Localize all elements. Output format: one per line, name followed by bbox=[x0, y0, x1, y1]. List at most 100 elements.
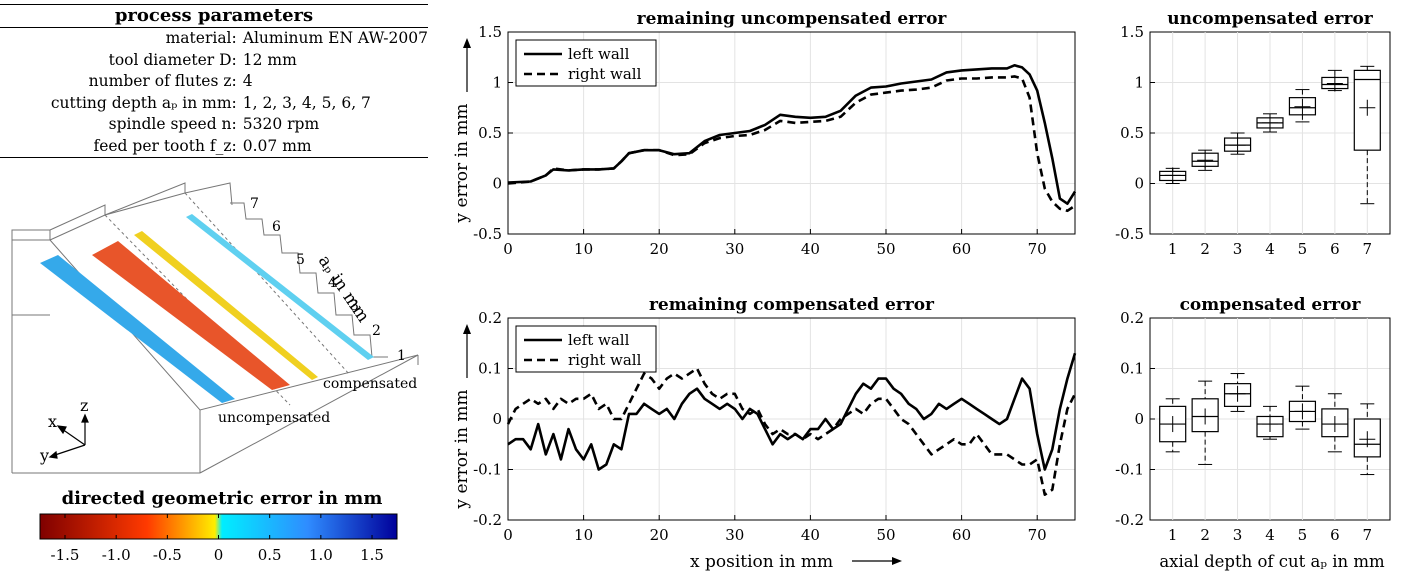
y-tick-label: -0.5 bbox=[1115, 225, 1144, 243]
x-tick-label: 7 bbox=[1363, 526, 1373, 544]
param-row: tool diameter D: 12 mm bbox=[0, 50, 428, 72]
step-label: 3 bbox=[350, 298, 359, 314]
y-tick-label: 0.1 bbox=[1120, 360, 1144, 378]
chart-title: uncompensated error bbox=[1167, 9, 1374, 29]
legend-label: right wall bbox=[568, 351, 642, 369]
x-tick-label: 30 bbox=[725, 526, 744, 544]
x-tick-label: 3 bbox=[1233, 240, 1243, 258]
y-tick-label: 0.2 bbox=[1120, 309, 1144, 327]
x-tick-label: 3 bbox=[1233, 526, 1243, 544]
y-tick-label: 0 bbox=[492, 175, 502, 193]
x-tick-label: 7 bbox=[1363, 240, 1373, 258]
y-tick-label: 1.5 bbox=[1120, 23, 1144, 41]
series-line-left-wall bbox=[507, 352, 1077, 471]
x-tick-label: 20 bbox=[650, 526, 669, 544]
legend-label: left wall bbox=[568, 45, 630, 63]
x-tick-label: 30 bbox=[725, 240, 744, 258]
step-label: 4 bbox=[328, 275, 337, 291]
x-tick-label: 70 bbox=[1028, 526, 1047, 544]
x-axis-label: axial depth of cut aₚ in mm bbox=[1159, 552, 1385, 571]
y-axis-label: y error in mm bbox=[452, 389, 472, 509]
x-axis-arrowhead bbox=[892, 557, 902, 565]
x-tick-label: 70 bbox=[1028, 240, 1047, 258]
x-tick-label: 0 bbox=[503, 526, 513, 544]
param-row: cutting depth aₚ in mm: 1, 2, 3, 4, 5, 6,… bbox=[0, 93, 428, 115]
y-tick-label: -0.5 bbox=[473, 225, 502, 243]
param-value: 12 mm bbox=[242, 50, 297, 69]
x-tick-label: 6 bbox=[1330, 240, 1340, 258]
box-2 bbox=[1191, 149, 1219, 171]
legend-box bbox=[515, 325, 657, 373]
x-axis-label: x position in mm bbox=[690, 552, 833, 572]
series-line-right-wall bbox=[507, 75, 1076, 213]
plot-frame bbox=[507, 31, 1076, 235]
axis-label-x: x bbox=[48, 412, 57, 431]
colorbar-tick-label: 1.5 bbox=[360, 546, 384, 564]
param-value: Aluminum EN AW-2007 bbox=[242, 29, 428, 47]
colorbar-title: directed geometric error in mm bbox=[62, 488, 383, 509]
x-tick-label: 5 bbox=[1298, 526, 1308, 544]
param-key: spindle speed n: bbox=[108, 115, 237, 133]
uncompensated-strip-depth-3 bbox=[92, 241, 290, 390]
x-tick-label: 50 bbox=[876, 240, 895, 258]
process-parameters-table: process parameters material: Aluminum EN … bbox=[0, 4, 428, 158]
y-tick-label: 0.1 bbox=[478, 360, 502, 378]
chart-remaining-compensated-error: -0.2 -0.1 0 0.1 0.2 0 10 20 30 40 50 60 70 remaining … bbox=[452, 295, 1077, 572]
y-tick-label: 0.5 bbox=[478, 124, 502, 142]
param-key: cutting depth aₚ in mm: bbox=[50, 93, 237, 112]
param-key: tool diameter D: bbox=[108, 50, 237, 69]
box-7 bbox=[1353, 403, 1381, 476]
box-4 bbox=[1256, 113, 1284, 133]
colorbar-tick-label: -1.0 bbox=[102, 546, 131, 564]
x-tick-label: 2 bbox=[1200, 240, 1210, 258]
params-grid: material: Aluminum EN AW-2007 tool diamete… bbox=[0, 28, 428, 158]
compensated-strip-depth-7 bbox=[186, 214, 374, 360]
colorbar-gradient bbox=[39, 513, 398, 540]
step-label: 1 bbox=[397, 348, 406, 364]
workpiece-outline bbox=[11, 182, 419, 474]
colorbar-tick-label: 0 bbox=[214, 546, 224, 564]
y-tick-label: 1 bbox=[492, 74, 502, 92]
axis-label-y: y bbox=[39, 446, 49, 465]
y-tick-label: -0.2 bbox=[473, 511, 502, 529]
param-row: spindle speed n: 5320 rpm bbox=[0, 114, 428, 136]
x-tick-label: 1 bbox=[1168, 526, 1178, 544]
y-tick-label: 0.2 bbox=[478, 309, 502, 327]
label-uncompensated: uncompensated bbox=[218, 410, 330, 426]
y-tick-label: 1.5 bbox=[478, 23, 502, 41]
chart-title: compensated error bbox=[1180, 295, 1362, 315]
box-6 bbox=[1321, 393, 1349, 453]
param-value: 0.07 mm bbox=[242, 136, 312, 155]
x-tick-label: 50 bbox=[876, 526, 895, 544]
colorbar-tick-label: 1.0 bbox=[309, 546, 333, 564]
y-tick-label: 0 bbox=[1134, 410, 1144, 428]
box-3 bbox=[1223, 373, 1252, 412]
param-row: feed per tooth f_z: 0.07 mm bbox=[0, 136, 428, 158]
box-5 bbox=[1288, 385, 1317, 430]
box-4 bbox=[1256, 405, 1284, 440]
uncompensated-strip-depth-1 bbox=[40, 255, 235, 403]
label-compensated: compensated bbox=[323, 376, 417, 392]
step-label: 7 bbox=[250, 196, 259, 212]
param-key: number of flutes z: bbox=[88, 72, 237, 90]
box-7 bbox=[1353, 65, 1381, 205]
step-label: 2 bbox=[372, 323, 381, 339]
colorbar-tick-label: -1.5 bbox=[51, 546, 80, 564]
param-value: 1, 2, 3, 4, 5, 6, 7 bbox=[242, 93, 371, 112]
box-5 bbox=[1288, 89, 1317, 123]
x-tick-label: 60 bbox=[952, 526, 971, 544]
y-tick-label: -0.1 bbox=[473, 461, 502, 479]
axis-label-z: z bbox=[80, 396, 88, 415]
x-tick-label: 4 bbox=[1265, 526, 1275, 544]
legend-box bbox=[515, 39, 657, 87]
param-key: feed per tooth f_z: bbox=[93, 136, 237, 155]
x-tick-label: 0 bbox=[503, 240, 513, 258]
x-tick-label: 2 bbox=[1200, 526, 1210, 544]
chart-compensated-error-boxplot: -0.2 -0.1 0 0.1 0.2 compensated error 1 2 3 4 5 6 7 a… bbox=[1115, 295, 1391, 571]
box-2 bbox=[1191, 380, 1219, 465]
colorbar-tick-label: 0.5 bbox=[258, 546, 282, 564]
x-tick-label: 10 bbox=[574, 526, 593, 544]
box-1 bbox=[1159, 167, 1187, 184]
x-tick-label: 20 bbox=[650, 240, 669, 258]
